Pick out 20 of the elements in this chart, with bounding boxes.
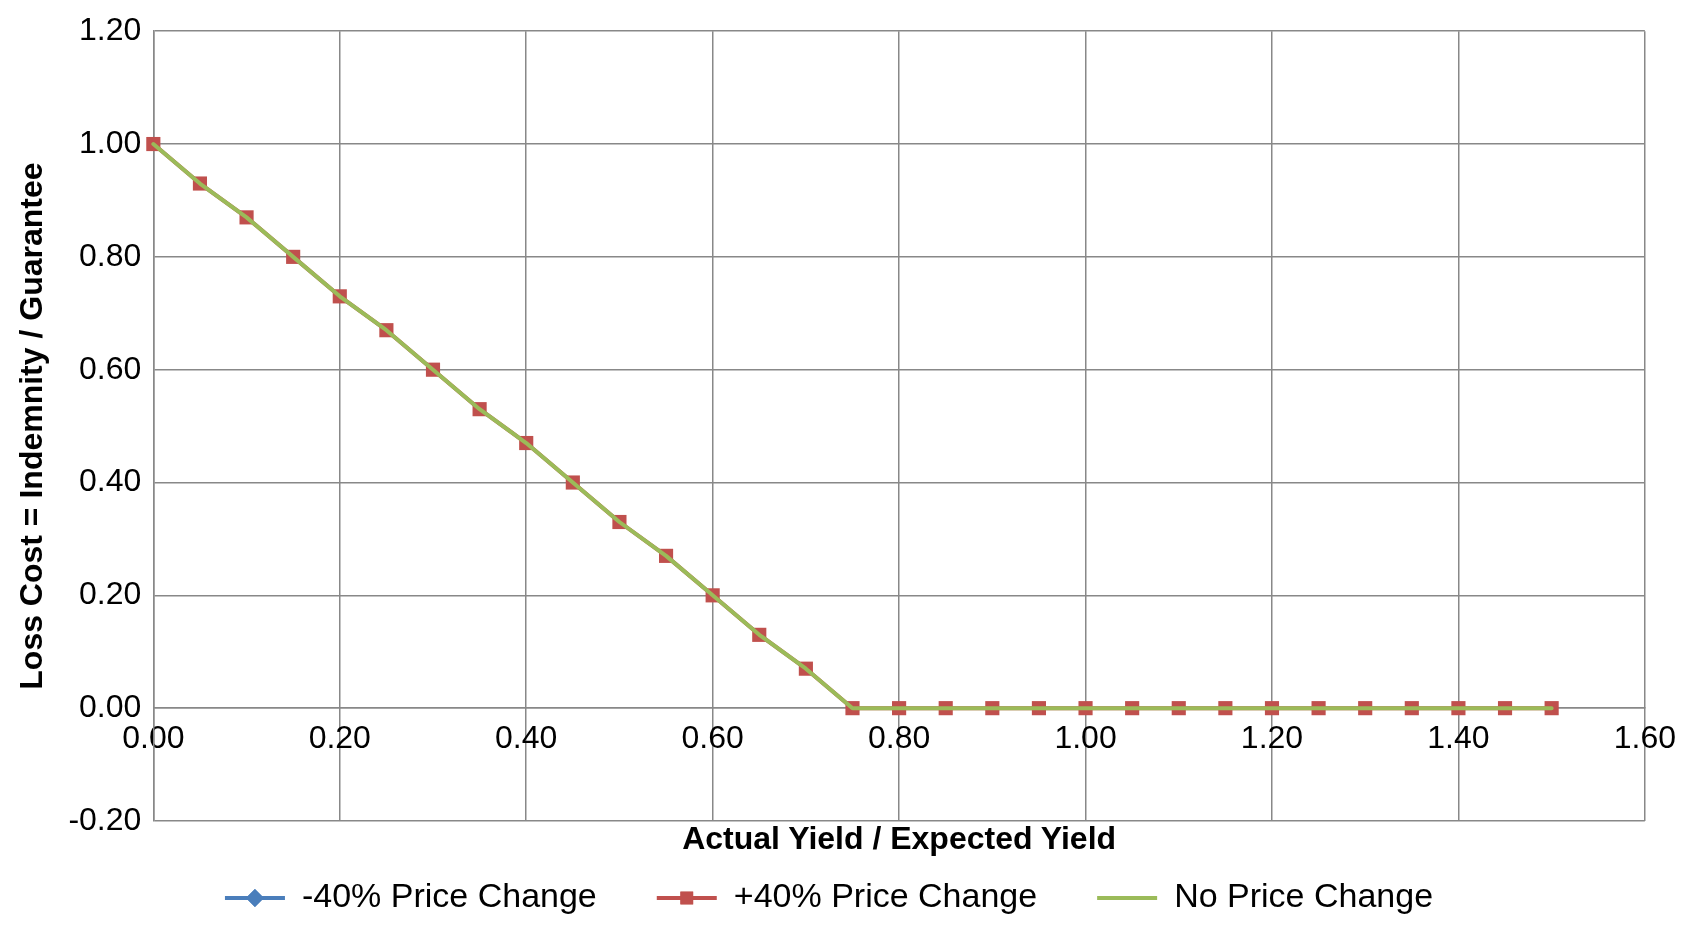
legend-label: No Price Change: [1174, 876, 1434, 915]
y-tick-label: 1.20: [79, 11, 142, 48]
x-tick-label: 1.60: [1613, 719, 1676, 756]
x-tick-label: 0.60: [681, 719, 744, 756]
legend-label: -40% Price Change: [301, 876, 597, 915]
x-tick-label: 0.40: [495, 719, 558, 756]
legend-label: +40% Price Change: [733, 876, 1038, 915]
y-tick-label: 0.60: [79, 349, 142, 386]
y-axis-title: Loss Cost = Indemnity / Guarantee: [13, 162, 50, 690]
y-tick-label: 0.40: [79, 462, 142, 499]
x-tick-label: 0.80: [867, 719, 931, 756]
x-axis-title: Actual Yield / Expected Yield: [682, 819, 1117, 856]
x-tick-label: 1.20: [1240, 719, 1304, 756]
y-tick-label: 0.20: [79, 575, 142, 612]
x-tick-label: 0.20: [308, 719, 371, 756]
y-tick-label: -0.20: [68, 800, 142, 837]
x-tick-label: 1.40: [1427, 719, 1490, 756]
y-tick-label: 1.00: [79, 123, 142, 160]
x-tick-label: 1.00: [1054, 719, 1117, 756]
y-tick-label: 0.80: [79, 236, 142, 273]
